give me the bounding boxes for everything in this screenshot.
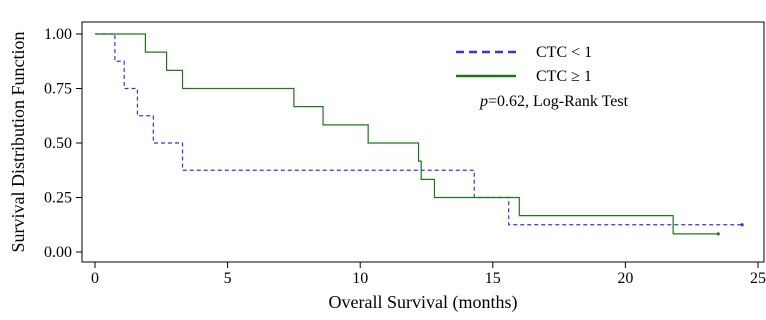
p-value-text: =0.62, Log-Rank Test [488, 93, 629, 110]
series-line-1 [95, 33, 743, 226]
x-tick-label: 25 [750, 270, 766, 287]
legend: CTC < 1 CTC ≥ 1 p=0.62, Log-Rank Test [456, 44, 629, 110]
y-axis-label: Survival Distribution Function [8, 31, 28, 252]
censor-mark [716, 232, 720, 236]
x-tick-label: 20 [617, 270, 633, 287]
series-layer [95, 33, 744, 236]
legend-label-2: CTC ≥ 1 [536, 68, 592, 85]
y-tick-label: 1.00 [44, 26, 72, 43]
y-tick-label: 0.00 [44, 244, 72, 261]
p-value-annotation: p=0.62, Log-Rank Test [479, 93, 629, 110]
plot-frame [81, 21, 765, 263]
x-tick-label: 5 [224, 270, 232, 287]
p-value-symbol: p [479, 93, 488, 110]
series-line-2 [95, 33, 719, 235]
x-axis-label: Overall Survival (months) [329, 292, 518, 313]
legend-label-1: CTC < 1 [536, 44, 592, 61]
x-tick-label: 10 [352, 270, 368, 287]
censor-mark [740, 223, 744, 227]
x-tick-label: 0 [91, 270, 99, 287]
x-tick-label: 15 [485, 270, 501, 287]
axes: 0 5 10 15 20 25 0.00 0.25 0.50 0.75 1.00 [44, 21, 766, 287]
y-tick-label: 0.25 [44, 190, 72, 207]
y-tick-label: 0.50 [44, 135, 72, 152]
y-tick-label: 0.75 [44, 81, 72, 98]
